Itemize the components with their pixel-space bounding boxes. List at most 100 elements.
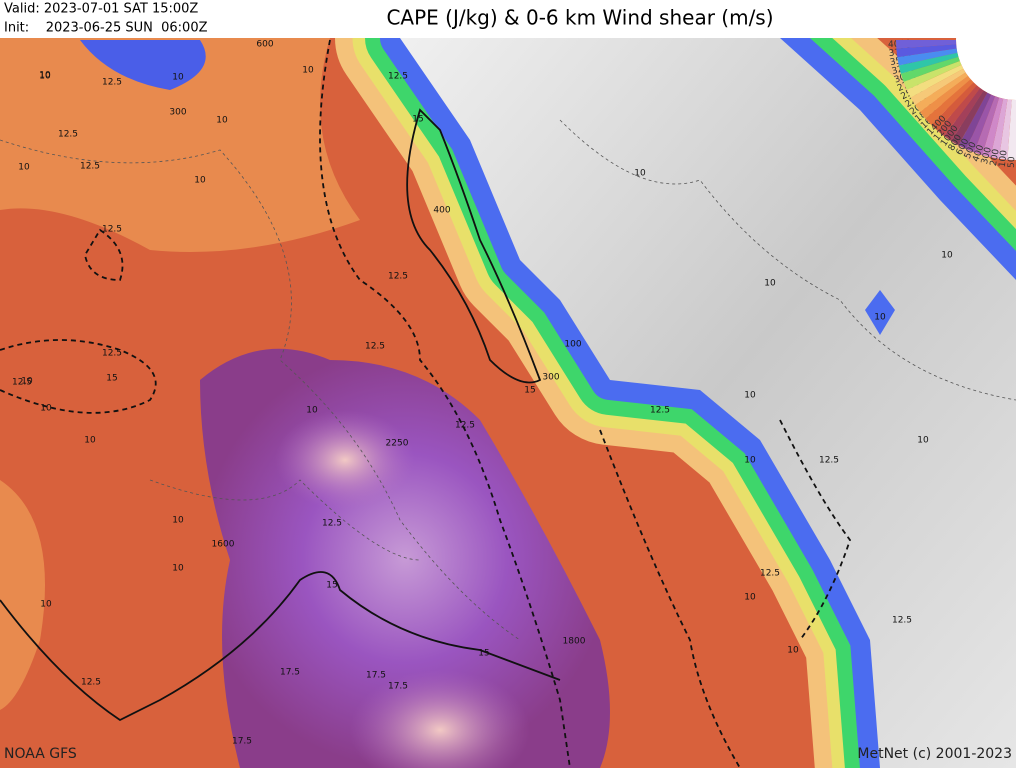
legend-hub <box>956 0 1016 100</box>
legend-swatch <box>944 88 984 141</box>
contour-label: 400 <box>433 206 450 216</box>
valid-time: Valid: 2023-07-01 SAT 15:00Z <box>4 2 198 17</box>
legend-swatch <box>915 72 968 112</box>
legend-swatch <box>931 82 977 131</box>
contour-label: 12.5 <box>892 616 912 626</box>
legend-swatch <box>896 40 957 49</box>
contour-label: 12.5 <box>388 272 408 282</box>
contour-label: 1600 <box>212 540 235 550</box>
contour-label: 12.5 <box>80 162 100 172</box>
legend-swatch <box>937 85 981 137</box>
source: NOAA GFS <box>4 746 77 762</box>
contour-label: 12.5 <box>102 349 122 359</box>
contour-label: 15 <box>524 386 535 396</box>
contour-label: 10 <box>744 391 756 401</box>
legend-swatch <box>974 96 1000 156</box>
contour-label: 1800 <box>563 637 586 647</box>
contour-label: 17.5 <box>366 671 386 681</box>
contour-label: 12.5 <box>388 72 408 82</box>
legend-label: 100 <box>998 149 1010 167</box>
legend-swatch <box>925 79 974 125</box>
legend-swatch <box>982 97 1004 158</box>
contour-label: 12.5 <box>81 678 101 688</box>
contour-label: 12.5 <box>760 569 780 579</box>
legend-swatch <box>998 99 1012 160</box>
contour-label: 10 <box>172 73 184 83</box>
contour-label: 10 <box>172 516 184 526</box>
contour-label: 15 <box>412 115 423 125</box>
legend-label: 200 <box>989 148 1002 167</box>
contour-label: 300 <box>169 108 186 118</box>
contour-label: 10 <box>764 279 776 289</box>
contour-label: 10 <box>744 593 756 603</box>
shear-region <box>80 40 206 90</box>
contour-label: 10 <box>302 66 314 76</box>
contour-label: 12.5 <box>455 421 475 431</box>
contour-label: 10 <box>787 646 799 656</box>
band <box>335 0 1016 768</box>
cape-region <box>0 480 45 710</box>
legend-swatch <box>897 48 958 66</box>
credit: MetNet (c) 2001-2023 <box>857 746 1012 762</box>
contour-label: 15 <box>106 374 117 384</box>
contour-label: 12.5 <box>58 130 78 140</box>
contour-label: 12.5 <box>819 456 839 466</box>
contour-label: 10 <box>306 406 318 416</box>
contour-label: 300 <box>542 373 559 383</box>
legend-label: 300 <box>980 146 994 165</box>
legend-swatch <box>898 52 959 74</box>
contour-label: 10 <box>194 176 206 186</box>
contour-label: 10 <box>18 163 30 173</box>
contour-label: 12.5 <box>365 342 385 352</box>
contour-label: 17.5 <box>232 737 252 747</box>
init-time: Init: 2023-06-25 SUN 06:00Z <box>4 21 208 36</box>
legend: 4000375035003250300027502500225020001800… <box>888 0 1016 168</box>
legend-swatch <box>951 90 988 146</box>
contour-label: 12.5 <box>102 225 122 235</box>
contour-label: 12.5 <box>102 78 122 88</box>
cape-region <box>275 410 415 510</box>
legend-swatch <box>1007 99 1016 160</box>
contour-label: 15 <box>478 649 489 659</box>
contour-label: 10 <box>21 377 33 387</box>
contour-label: 10 <box>744 456 756 466</box>
legend-swatch <box>903 60 962 90</box>
legend-swatch <box>958 92 992 150</box>
contour-label: 100 <box>564 340 581 350</box>
contour-label: 12.5 <box>322 519 342 529</box>
legend-swatch <box>910 68 966 105</box>
contour-label: 10 <box>634 169 646 179</box>
contour-label: 10 <box>941 251 953 261</box>
cape-region <box>0 38 360 252</box>
contour-label: 10 <box>40 404 52 414</box>
shear-region <box>865 290 895 335</box>
cape-region <box>350 670 530 768</box>
contour-label: 2250 <box>386 439 409 449</box>
contour-label: 10 <box>172 564 184 574</box>
contours <box>0 39 852 768</box>
contour-label: 10 <box>917 436 929 446</box>
legend-swatch <box>896 44 957 58</box>
contour-label: 10 <box>39 72 51 82</box>
contour-label: 10 <box>216 116 228 126</box>
contour-label: 12.5 <box>650 406 670 416</box>
borders <box>0 119 1016 641</box>
contour-label: 12.5 <box>12 378 32 388</box>
legend-swatch <box>990 98 1008 159</box>
contour-label: 600 <box>256 40 273 50</box>
contour-label: 17.5 <box>388 682 408 692</box>
contour-label: 17.5 <box>280 668 300 678</box>
title: CAPE (J/kg) & 0-6 km Wind shear (m/s) <box>386 6 773 30</box>
header-bg <box>0 0 1016 38</box>
contour-label: 10 <box>84 436 96 446</box>
contour-label: 10 <box>874 313 886 323</box>
legend-swatch <box>900 56 960 82</box>
contour-label: 10 <box>40 600 52 610</box>
legend-swatch <box>906 64 964 98</box>
legend-label: 50 <box>1007 156 1016 168</box>
contour-label: 15 <box>326 581 337 591</box>
contour-label: 10 <box>39 71 51 81</box>
